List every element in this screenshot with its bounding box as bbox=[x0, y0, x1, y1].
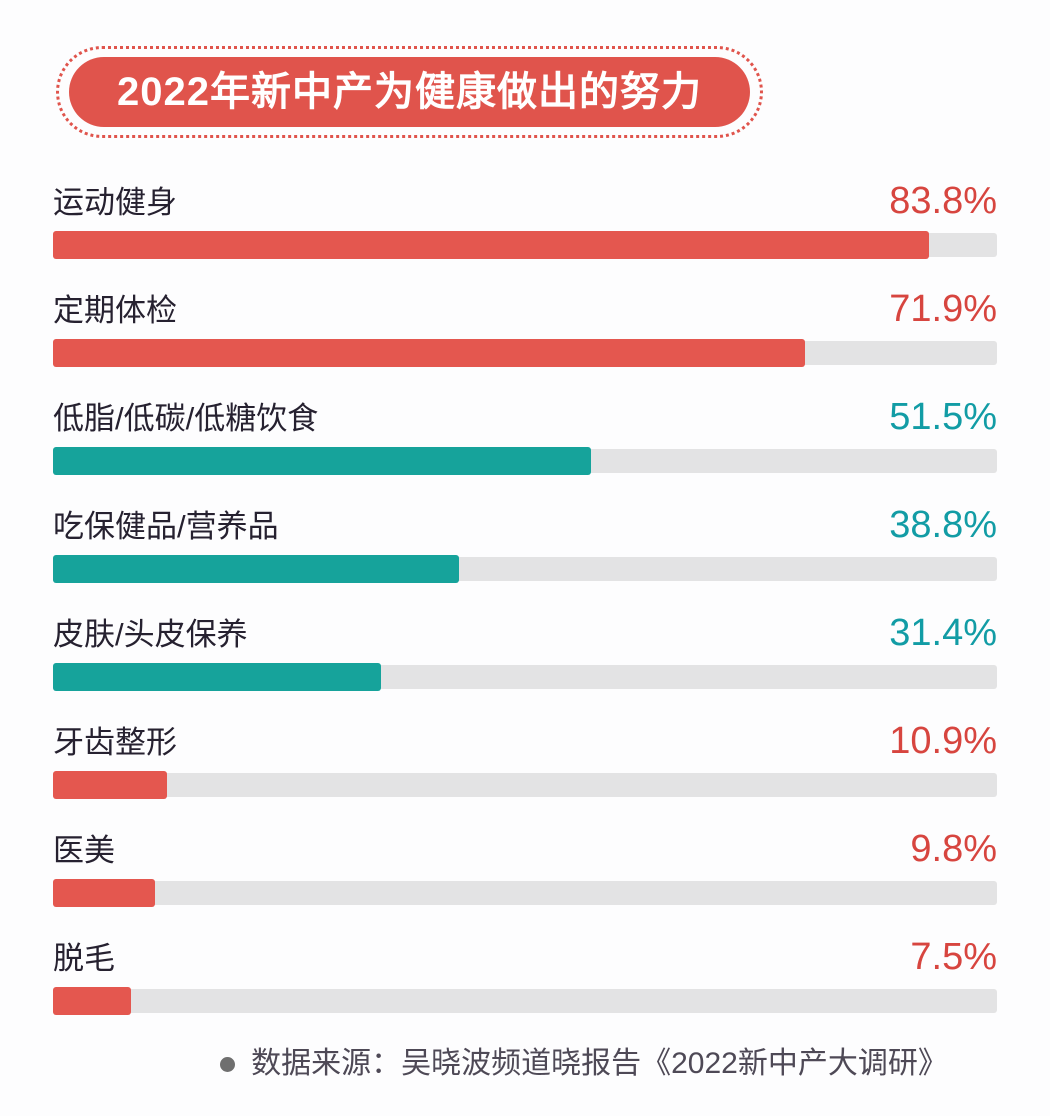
category-label: 低脂/低碳/低糖饮食 bbox=[53, 401, 319, 436]
bar-fill bbox=[53, 447, 592, 475]
bullet-dot-icon bbox=[220, 1056, 236, 1072]
bar bbox=[53, 987, 997, 1015]
bar bbox=[53, 663, 997, 691]
category-label: 运动健身 bbox=[53, 185, 177, 220]
bar-fill bbox=[53, 555, 459, 583]
bar-fill bbox=[53, 771, 167, 799]
bar-track bbox=[53, 881, 997, 905]
bar-row: 皮肤/头皮保养 31.4% bbox=[53, 612, 997, 691]
source-note-row: 数据来源：吴晓波频道晓报告《2022新中产大调研》 bbox=[112, 1044, 1050, 1084]
bar-row-head: 医美 9.8% bbox=[53, 828, 997, 872]
bar-track bbox=[53, 989, 997, 1013]
bar bbox=[53, 555, 997, 583]
bar-row-head: 定期体检 71.9% bbox=[53, 288, 997, 332]
bar bbox=[53, 447, 997, 475]
value-label: 38.8% bbox=[889, 504, 997, 546]
bar-row: 脱毛 7.5% bbox=[53, 936, 997, 1015]
value-label: 7.5% bbox=[910, 936, 997, 978]
bar-row-head: 运动健身 83.8% bbox=[53, 180, 997, 224]
title-dotted-outline: 2022年新中产为健康做出的努力 bbox=[56, 46, 763, 138]
value-label: 51.5% bbox=[889, 396, 997, 438]
bar-chart: 运动健身 83.8% 定期体检 71.9% 低脂/低碳/低糖饮食 51.5% 吃… bbox=[53, 180, 997, 1015]
value-label: 83.8% bbox=[889, 180, 997, 222]
bar-row: 低脂/低碳/低糖饮食 51.5% bbox=[53, 396, 997, 475]
bar-row: 医美 9.8% bbox=[53, 828, 997, 907]
category-label: 定期体检 bbox=[53, 293, 177, 328]
bar-fill bbox=[53, 879, 156, 907]
bar-row-head: 牙齿整形 10.9% bbox=[53, 720, 997, 764]
source-note: 数据来源：吴晓波频道晓报告《2022新中产大调研》 bbox=[251, 1047, 948, 1080]
bar bbox=[53, 771, 997, 799]
bar-row-head: 吃保健品/营养品 38.8% bbox=[53, 504, 997, 548]
bar-track bbox=[53, 773, 997, 797]
bar-row: 吃保健品/营养品 38.8% bbox=[53, 504, 997, 583]
bar-row: 牙齿整形 10.9% bbox=[53, 720, 997, 799]
bar-fill bbox=[53, 339, 805, 367]
bar bbox=[53, 339, 997, 367]
value-label: 71.9% bbox=[889, 288, 997, 330]
bar-row-head: 皮肤/头皮保养 31.4% bbox=[53, 612, 997, 656]
bar-row: 运动健身 83.8% bbox=[53, 180, 997, 259]
bar-fill bbox=[53, 987, 132, 1015]
bar-row-head: 低脂/低碳/低糖饮食 51.5% bbox=[53, 396, 997, 440]
value-label: 31.4% bbox=[889, 612, 997, 654]
bar-row: 定期体检 71.9% bbox=[53, 288, 997, 367]
bar-row-head: 脱毛 7.5% bbox=[53, 936, 997, 980]
category-label: 医美 bbox=[53, 833, 115, 868]
category-label: 皮肤/头皮保养 bbox=[53, 617, 248, 652]
value-label: 9.8% bbox=[910, 828, 997, 870]
category-label: 脱毛 bbox=[53, 941, 115, 976]
bar-fill bbox=[53, 231, 930, 259]
bar-fill bbox=[53, 663, 382, 691]
bar bbox=[53, 879, 997, 907]
category-label: 牙齿整形 bbox=[53, 725, 177, 760]
bar bbox=[53, 231, 997, 259]
category-label: 吃保健品/营养品 bbox=[53, 509, 279, 544]
value-label: 10.9% bbox=[889, 720, 997, 762]
chart-title: 2022年新中产为健康做出的努力 bbox=[69, 57, 750, 127]
